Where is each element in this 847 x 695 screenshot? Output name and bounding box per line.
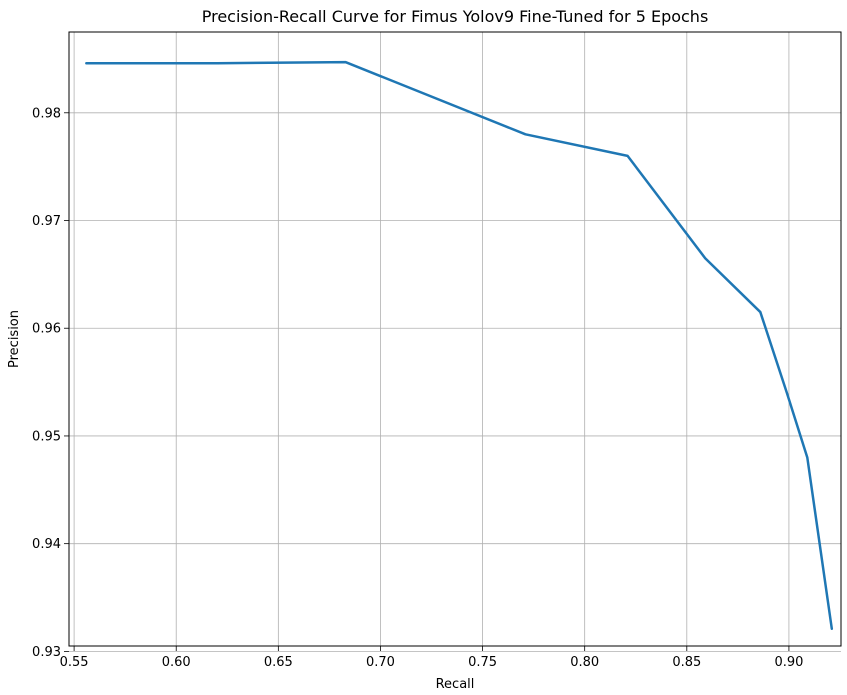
x-axis-title: Recall — [436, 677, 475, 692]
y-tick-label: 0.98 — [32, 106, 61, 121]
y-tick-label: 0.96 — [32, 322, 61, 337]
x-tick-label: 0.75 — [468, 655, 497, 670]
x-tick-label: 0.80 — [570, 655, 599, 670]
series-layer — [85, 60, 834, 631]
x-tick-label: 0.55 — [60, 655, 89, 670]
x-tick-label: 0.60 — [162, 655, 191, 670]
x-axis-ticks: 0.55 0.60 0.65 0.70 0.75 0.80 0.85 0.90 — [60, 646, 803, 670]
grid-lines — [69, 32, 841, 652]
y-tick-label: 0.94 — [32, 537, 61, 552]
chart-title: Precision-Recall Curve for Fimus Yolov9 … — [202, 7, 709, 26]
x-tick-label: 0.90 — [774, 655, 803, 670]
x-tick-label: 0.85 — [672, 655, 701, 670]
plot-frame — [68, 31, 842, 647]
pr-curve-line — [85, 60, 834, 631]
y-tick-label: 0.95 — [32, 429, 61, 444]
y-axis-title: Precision — [7, 310, 22, 368]
y-axis-ticks: 0.93 0.94 0.95 0.96 0.97 0.98 — [32, 106, 69, 660]
y-tick-label: 0.97 — [32, 214, 61, 229]
x-tick-label: 0.65 — [264, 655, 293, 670]
y-tick-label: 0.93 — [32, 645, 61, 660]
x-tick-label: 0.70 — [366, 655, 395, 670]
